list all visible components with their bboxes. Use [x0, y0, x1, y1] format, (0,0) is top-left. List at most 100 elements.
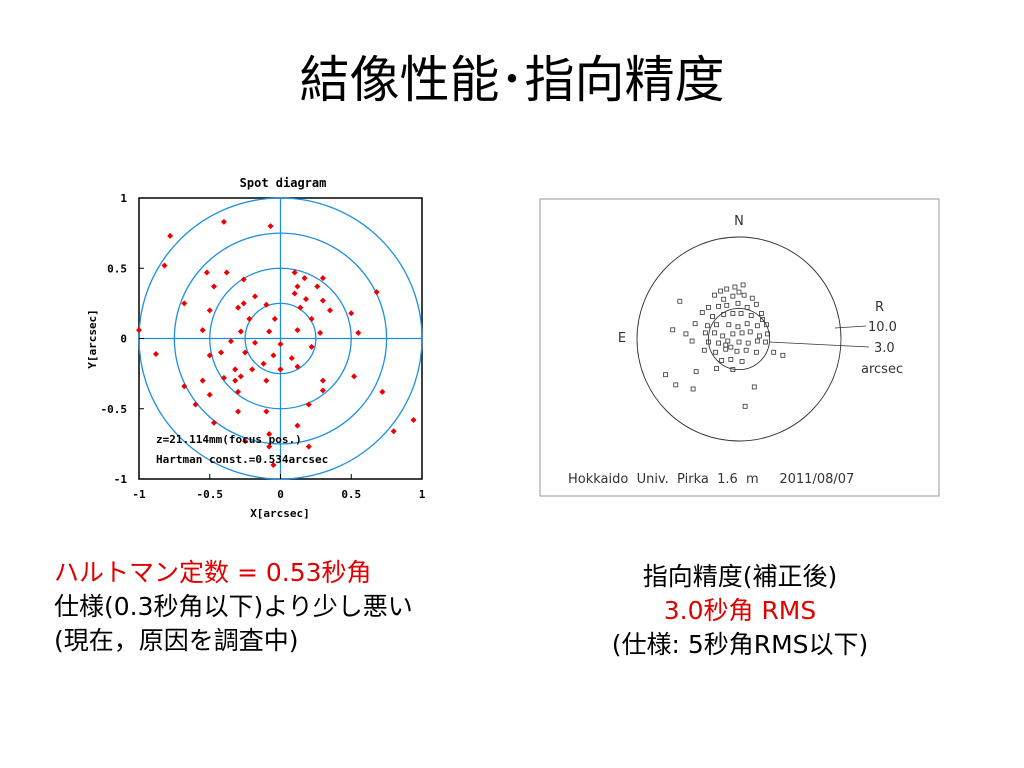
pointing-point [705, 304, 711, 310]
spot-ring-2 [173, 232, 388, 445]
pointing-point [726, 322, 732, 328]
pointing-point [748, 313, 754, 318]
pointing-point [699, 310, 705, 315]
spot-x-tick-label: 0.5 [341, 488, 361, 501]
pointing-point [749, 295, 755, 301]
left-notes: ハルトマン定数 = 0.53秒角 仕様(0.3秒角以下)より少し悪い (現在，原… [54, 556, 413, 658]
spot-point [249, 366, 256, 373]
spot-point [240, 300, 247, 307]
pointing-point [765, 331, 770, 337]
spot-point [314, 283, 321, 290]
spot-point [218, 349, 225, 356]
pointing-point [714, 322, 719, 328]
spot-point [181, 300, 188, 307]
pointing-point [734, 348, 740, 354]
pointing-point [771, 349, 777, 355]
hartman-constant-note: ハルトマン定数 = 0.53秒角 [54, 558, 372, 587]
spot-point [246, 315, 253, 322]
spot-x-tick-label: 0 [277, 488, 284, 501]
spot-x-tick-label: -1 [132, 488, 146, 501]
spot-point [263, 377, 270, 384]
pointing-point [692, 321, 698, 327]
spot-point [301, 275, 308, 282]
spot-point [410, 416, 417, 423]
pointing-point [744, 304, 750, 310]
spot-point [266, 443, 273, 450]
spot-point [220, 218, 227, 225]
spot-y-axis-label: Y[arcsec] [86, 309, 99, 369]
spot-point [390, 428, 397, 435]
spot-y-tick-label: -0.5 [101, 403, 128, 416]
spot-point [227, 338, 234, 345]
spot-ring-0 [244, 302, 317, 375]
spot-point [203, 269, 210, 276]
pointing-point [736, 339, 742, 345]
pointing-point [743, 347, 749, 353]
pointing-point [701, 347, 707, 353]
spot-point [291, 269, 298, 276]
spot-point [152, 350, 159, 357]
pointing-point [713, 349, 718, 355]
spot-point [210, 283, 217, 290]
spot-point [305, 443, 312, 450]
spot-point [206, 307, 213, 314]
spot-point [271, 315, 278, 322]
pointing-point [759, 311, 764, 316]
spot-y-tick-label: 0.5 [107, 262, 127, 275]
spot-point [288, 355, 295, 362]
legend-unit: arcsec [861, 362, 903, 377]
pointing-point [756, 333, 762, 339]
pointing-point [760, 317, 765, 323]
pointing-footer: Hokkaido Univ. Pirka 1.6 m 2011/08/07 [568, 472, 854, 487]
pointing-point [780, 352, 786, 358]
pointing-point [690, 386, 696, 392]
spot-y-tick-label: 0 [120, 333, 127, 346]
pointing-accuracy-heading: 指向精度(補正後) [642, 562, 838, 591]
spot-point [270, 352, 277, 359]
spot-point [199, 377, 206, 384]
pointing-point [747, 329, 753, 335]
pointing-point [670, 327, 676, 333]
pointing-point [677, 298, 683, 304]
east-label: E [618, 331, 626, 346]
pointing-point [738, 311, 744, 316]
spot-y-tick-label: -1 [114, 473, 128, 486]
pointing-point [702, 330, 708, 336]
spot-point [206, 391, 213, 398]
spot-point [232, 377, 239, 384]
spot-point [192, 401, 199, 408]
legend-inner-pointer [768, 341, 870, 348]
spot-point [252, 293, 259, 300]
pointing-point [716, 303, 722, 309]
spot-point [294, 283, 301, 290]
spot-point [161, 262, 168, 269]
pointing-point [730, 311, 736, 316]
spot-point [302, 296, 309, 303]
pointing-point [724, 302, 730, 308]
pointing-ring-1 [707, 307, 771, 371]
slide-title: 結像性能･指向精度 [299, 51, 725, 109]
pointing-point [741, 292, 747, 298]
legend-outer-radius: 10.0 [868, 320, 897, 335]
pointing-point [705, 339, 711, 345]
spot-point [199, 327, 206, 334]
pointing-point [751, 384, 757, 390]
pointing-point [754, 323, 760, 329]
spot-diagram-chart: Spot diagram -1 -0.5 0 0.5 1 1 0.5 0 -0.5 -1 z=21… [86, 176, 426, 520]
spot-point [291, 290, 298, 297]
pointing-point [714, 366, 719, 371]
spot-annotation-focus: z=21.114mm(focus pos.) [156, 433, 302, 446]
pointing-point [712, 292, 717, 298]
pointing-rms-value: 3.0秒角 RMS [663, 596, 817, 625]
pointing-point [735, 324, 741, 330]
pointing-point [724, 286, 730, 292]
pointing-point [742, 403, 748, 409]
spot-x-axis-label: X[arcsec] [250, 507, 310, 520]
spot-point [305, 401, 312, 408]
spot-point [220, 374, 227, 381]
spot-point [270, 461, 277, 468]
spot-point [263, 408, 270, 415]
spot-point [235, 304, 242, 311]
spot-point [266, 431, 273, 438]
spot-point [235, 408, 242, 415]
